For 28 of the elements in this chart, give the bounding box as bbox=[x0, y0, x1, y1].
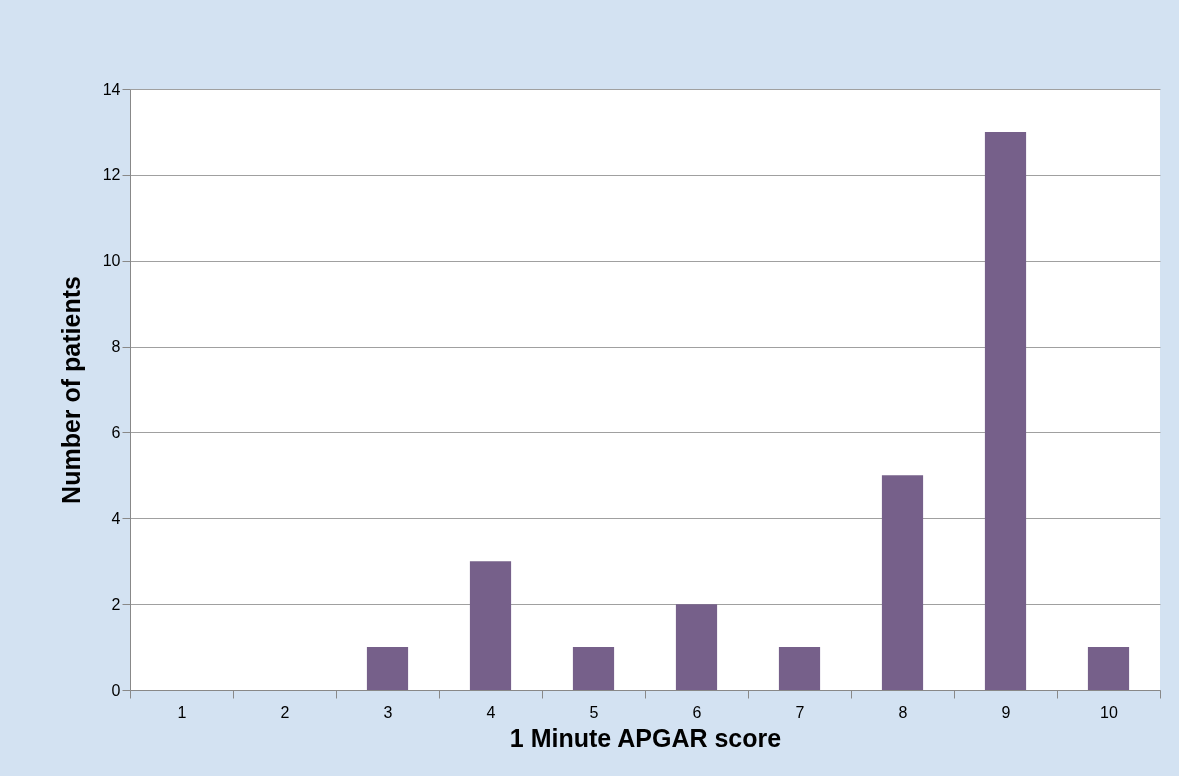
bar bbox=[366, 647, 409, 690]
x-tick-label: 7 bbox=[795, 703, 805, 721]
x-axis-title: 1 Minute APGAR score bbox=[509, 723, 782, 752]
bar bbox=[469, 561, 512, 690]
y-tick-label: 4 bbox=[111, 509, 121, 527]
bar bbox=[572, 647, 615, 690]
x-tick-label: 10 bbox=[1100, 703, 1118, 721]
x-tick-label: 9 bbox=[1001, 703, 1011, 721]
y-tick-label: 0 bbox=[111, 681, 121, 699]
y-tick-label: 2 bbox=[111, 595, 121, 613]
bar bbox=[778, 647, 821, 690]
bar bbox=[1087, 647, 1130, 690]
y-tick-label: 8 bbox=[111, 338, 121, 356]
x-tick-label: 3 bbox=[383, 703, 393, 721]
x-tick-label: 2 bbox=[280, 703, 290, 721]
x-tick-label: 6 bbox=[692, 703, 702, 721]
y-tick-label: 10 bbox=[102, 252, 121, 270]
y-tick-label: 14 bbox=[102, 80, 121, 98]
bar bbox=[984, 131, 1027, 690]
y-axis-title: Number of patients bbox=[56, 276, 85, 504]
bar bbox=[675, 604, 718, 690]
y-tick-label: 6 bbox=[111, 423, 121, 441]
x-tick-label: 1 bbox=[177, 703, 187, 721]
x-tick-label: 8 bbox=[898, 703, 908, 721]
y-tick-label: 12 bbox=[102, 166, 121, 184]
x-tick-label: 5 bbox=[589, 703, 599, 721]
bar bbox=[881, 475, 924, 690]
x-tick-label: 4 bbox=[486, 703, 496, 721]
